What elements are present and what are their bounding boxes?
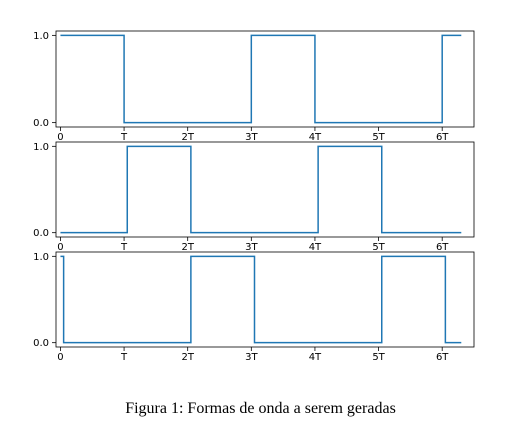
x-tick-label: 4T — [309, 352, 322, 363]
x-tick-label: 0 — [57, 242, 63, 253]
x-tick-label: 5T — [372, 242, 385, 253]
subplot-1: 0 T 2T 3T 4T 5T 6T 0.0 1.0 — [33, 30, 475, 143]
plot-frame — [55, 141, 475, 238]
y-tick-label: 1.0 — [33, 31, 49, 42]
y-tick-label: 1.0 — [33, 252, 49, 263]
plot-frame — [55, 30, 475, 128]
x-tick-label: T — [120, 242, 128, 253]
x-tick-label: 4T — [309, 132, 322, 143]
x-tick-label: 0 — [57, 352, 63, 363]
subplot-3: 0 T 2T 3T 4T 5T 6T 0.0 1.0 — [33, 251, 475, 363]
x-tick-label: 6T — [436, 352, 449, 363]
x-tick-label: 6T — [436, 242, 449, 253]
subplot-2: 0 T 2T 3T 4T 5T 6T 0.0 1.0 — [33, 141, 475, 253]
x-tick-label: 5T — [372, 352, 385, 363]
y-tick-label: 0.0 — [33, 118, 49, 129]
x-tick-label: 3T — [245, 242, 258, 253]
x-tick-label: T — [120, 132, 128, 143]
y-tick-label: 0.0 — [33, 228, 49, 239]
y-tick-label: 1.0 — [33, 142, 49, 153]
x-tick-label: 6T — [436, 132, 449, 143]
x-tick-label: 3T — [245, 132, 258, 143]
x-tick-label: 2T — [181, 132, 194, 143]
waveform-line-3 — [60, 255, 462, 344]
waveform-line-2 — [60, 145, 462, 234]
plot-frame — [55, 251, 475, 348]
waveform-line-1 — [60, 34, 462, 124]
figure-caption: Figura 1: Formas de onda a serem geradas — [125, 400, 396, 417]
x-tick-label: 3T — [245, 352, 258, 363]
x-tick-label: 2T — [181, 352, 194, 363]
x-tick-label: 4T — [309, 242, 322, 253]
x-tick-label: 5T — [372, 132, 385, 143]
x-tick-label: T — [120, 352, 128, 363]
y-tick-label: 0.0 — [33, 338, 49, 349]
x-tick-label: 2T — [181, 242, 194, 253]
x-tick-label: 0 — [57, 132, 63, 143]
